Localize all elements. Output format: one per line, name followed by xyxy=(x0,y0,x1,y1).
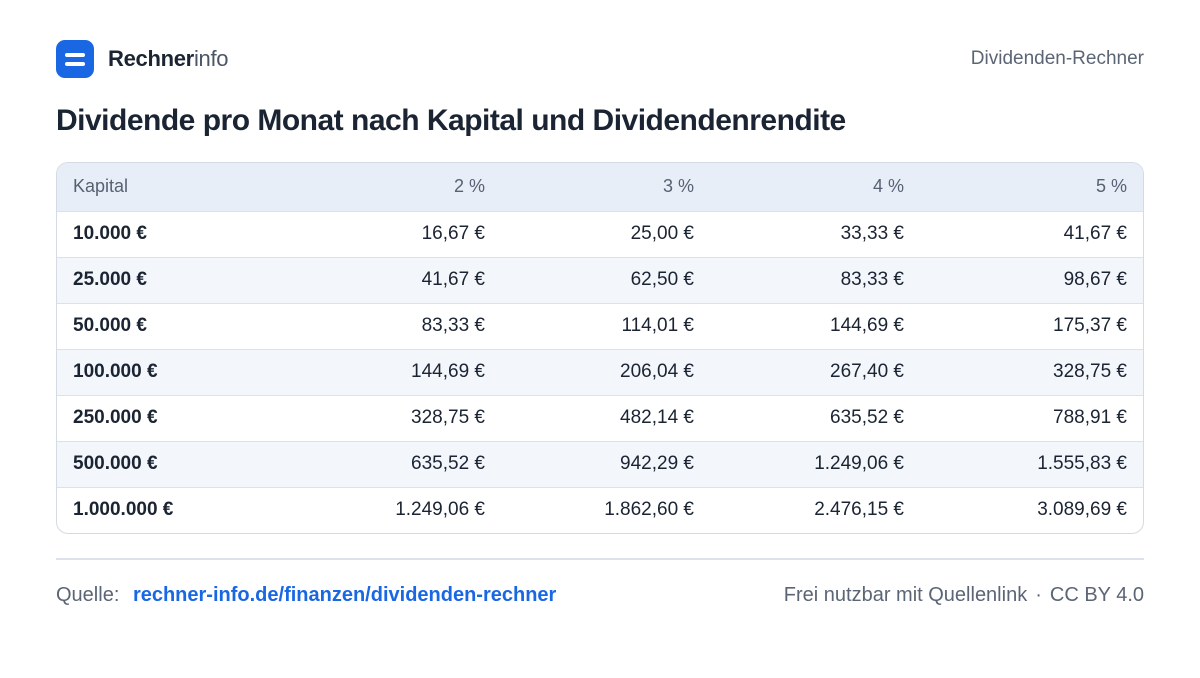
table-cell: 328,75 € xyxy=(1053,361,1127,382)
brand[interactable]: Rechnerinfo xyxy=(56,40,229,78)
column-header-5-percent: 5 % xyxy=(1095,176,1127,197)
table-row: 250.000 € 328,75 € 482,14 € 635,52 € 788… xyxy=(57,395,1143,441)
table-cell: 788,91 € xyxy=(1053,407,1127,428)
table-cell: 1.555,83 € xyxy=(1037,453,1127,474)
table-cell: 942,29 € xyxy=(620,453,694,474)
table-row: 1.000.000 € 1.249,06 € 1.862,60 € 2.476,… xyxy=(57,487,1143,533)
table-cell: 1.862,60 € xyxy=(604,499,694,521)
footer: Quelle: rechner-info.de/finanzen/dividen… xyxy=(56,584,1144,607)
table-cell: 41,67 € xyxy=(1063,223,1127,244)
table-cell: 267,40 € xyxy=(830,361,904,382)
table-row: 50.000 € 83,33 € 114,01 € 144,69 € 175,3… xyxy=(57,303,1143,349)
table-cell: 1.249,06 € xyxy=(814,453,904,474)
license-badge: CC BY 4.0 xyxy=(1049,584,1144,606)
row-capital: 50.000 € xyxy=(73,315,147,336)
table-cell: 33,33 € xyxy=(840,223,904,244)
table-cell: 144,69 € xyxy=(830,315,904,336)
table-cell: 144,69 € xyxy=(411,361,485,382)
brand-name: Rechnerinfo xyxy=(108,46,229,72)
column-header-3-percent: 3 % xyxy=(662,176,694,197)
table-cell: 114,01 € xyxy=(621,315,694,336)
row-capital: 100.000 € xyxy=(73,361,158,382)
table-cell: 1.249,06 € xyxy=(395,499,485,521)
row-capital: 25.000 € xyxy=(73,269,147,290)
table-cell: 25,00 € xyxy=(630,223,694,244)
header: Rechnerinfo Dividenden-Rechner xyxy=(56,40,1144,78)
table-cell: 83,33 € xyxy=(840,269,904,290)
source: Quelle: rechner-info.de/finanzen/dividen… xyxy=(56,584,556,607)
license-info: Frei nutzbar mit Quellenlink · CC BY 4.0 xyxy=(784,584,1144,607)
license-separator: · xyxy=(1035,584,1042,606)
table-cell: 98,67 € xyxy=(1063,269,1127,290)
table-cell: 16,67 € xyxy=(421,223,485,244)
table-cell: 41,67 € xyxy=(421,269,485,290)
table-cell: 635,52 € xyxy=(830,407,904,428)
row-capital: 10.000 € xyxy=(73,223,147,244)
table-cell: 328,75 € xyxy=(411,407,485,428)
column-header-kapital: Kapital xyxy=(73,176,129,197)
footer-divider xyxy=(56,558,1144,560)
column-header-4-percent: 4 % xyxy=(872,176,904,197)
source-label: Quelle: xyxy=(56,584,120,606)
table-cell: 62,50 € xyxy=(630,269,694,290)
table-header-row: Kapital 2 % 3 % 4 % 5 % xyxy=(57,163,1143,211)
column-header-2-percent: 2 % xyxy=(453,176,485,197)
table-cell: 3.089,69 € xyxy=(1037,499,1127,521)
row-capital: 500.000 € xyxy=(73,453,158,474)
license-text: Frei nutzbar mit Quellenlink xyxy=(783,584,1028,606)
brand-name-light: info xyxy=(193,46,229,71)
calculator-name: Dividenden-Rechner xyxy=(970,48,1144,69)
table-row: 500.000 € 635,52 € 942,29 € 1.249,06 € 1… xyxy=(57,441,1143,487)
equals-logo-icon xyxy=(56,40,94,78)
source-link[interactable]: rechner-info.de/finanzen/dividenden-rech… xyxy=(132,584,557,606)
page-title: Dividende pro Monat nach Kapital und Div… xyxy=(56,104,846,137)
brand-name-bold: Rechner xyxy=(108,46,194,71)
table-row: 25.000 € 41,67 € 62,50 € 83,33 € 98,67 € xyxy=(57,257,1143,303)
table-cell: 206,04 € xyxy=(620,361,694,382)
table-cell: 482,14 € xyxy=(620,407,694,428)
table-row: 10.000 € 16,67 € 25,00 € 33,33 € 41,67 € xyxy=(57,211,1143,257)
table-cell: 83,33 € xyxy=(421,315,485,336)
row-capital: 250.000 € xyxy=(73,407,158,428)
dividend-table: Kapital 2 % 3 % 4 % 5 % 10.000 € 16,67 €… xyxy=(56,162,1144,534)
table-row: 100.000 € 144,69 € 206,04 € 267,40 € 328… xyxy=(57,349,1143,395)
table-cell: 2.476,15 € xyxy=(814,499,904,521)
row-capital: 1.000.000 € xyxy=(73,499,174,521)
table-cell: 175,37 € xyxy=(1053,315,1127,336)
table-cell: 635,52 € xyxy=(411,453,485,474)
